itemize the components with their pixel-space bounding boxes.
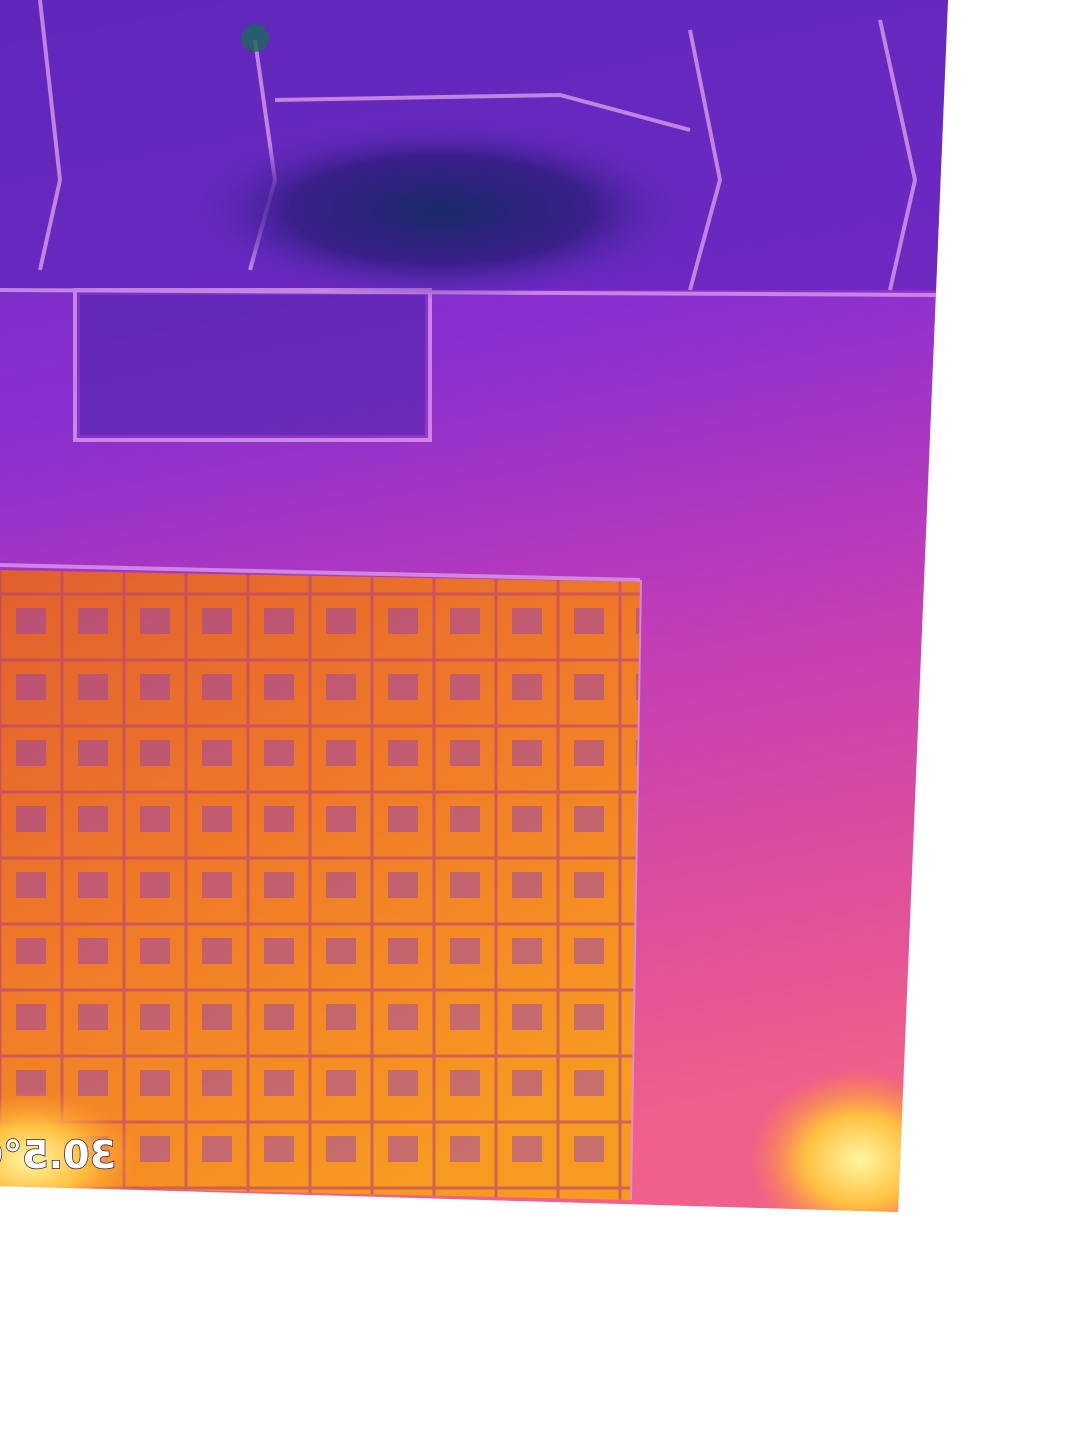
temperature-readout: 30.5°C	[0, 1133, 116, 1177]
thermal-image	[0, 0, 948, 1212]
